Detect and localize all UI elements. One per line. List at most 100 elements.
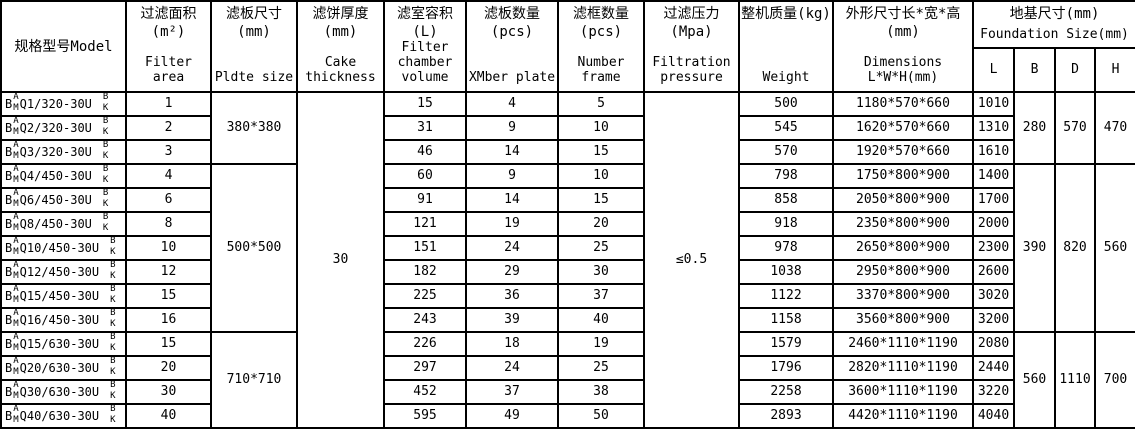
header-plate-size-en: Pldte size <box>214 70 294 86</box>
cell-plate-count: 37 <box>465 378 559 405</box>
cell-model: B A M Q8/450-30U B K <box>0 210 127 237</box>
cell-dimensions: 3600*1110*1190 <box>832 378 974 405</box>
cell-filter-area: 4 <box>125 162 212 189</box>
cell-chamber-volume: 297 <box>383 354 467 381</box>
cell-dimensions: 2350*800*900 <box>832 210 974 237</box>
header-plate-count-zh: 滤板数量(pcs) <box>484 6 540 40</box>
cell-filter-area: 20 <box>125 354 212 381</box>
header-filter-area-zh: 过滤面积(m²) <box>140 6 197 40</box>
cell-weight: 978 <box>738 234 834 261</box>
cell-chamber-volume: 60 <box>383 162 467 189</box>
model-code: Q15/630-30U <box>19 336 100 351</box>
cell-chamber-volume: 151 <box>383 234 467 261</box>
cell-weight: 1038 <box>738 258 834 285</box>
cell-foundation-h: 470 <box>1093 90 1135 165</box>
model-code: Q30/630-30U <box>19 384 100 399</box>
table-header: 规格型号Model 过滤面积(m²) Filter area 滤板尺寸(mm) … <box>0 0 1135 93</box>
table-row: B A M Q30/630-30U B K 30 452 37 38 2258 3600*1110*1… <box>0 378 1135 405</box>
model-prefix: B <box>5 192 13 207</box>
cell-chamber-volume: 452 <box>383 378 467 405</box>
cell-chamber-volume: 243 <box>383 306 467 333</box>
cell-model: B A M Q40/630-30U B K <box>0 402 127 429</box>
table-body: B A M Q1/320-30U B K 1 380*380 30 15 4 5 ≤0.5 500 1180… <box>0 90 1135 429</box>
table-row: B A M Q12/450-30U B K 12 182 29 30 1038 2950*800*90… <box>0 258 1135 285</box>
header-dimensions-zh: 外形尺寸长*宽*高(mm) <box>845 6 961 40</box>
header-dimensions-en: Dimensions L*W*H(mm) <box>863 55 943 86</box>
cell-plate-count: 49 <box>465 402 559 429</box>
cell-filtration-pressure: ≤0.5 <box>643 90 740 429</box>
cell-filter-area: 3 <box>125 138 212 165</box>
cell-model: B A M Q4/450-30U B K <box>0 162 127 189</box>
cell-weight: 1796 <box>738 354 834 381</box>
cell-dimensions: 3560*800*900 <box>832 306 974 333</box>
header-dimensions: 外形尺寸长*宽*高(mm) Dimensions L*W*H(mm) <box>832 0 974 93</box>
header-frame-count-en: Number frame <box>577 55 625 86</box>
cell-chamber-volume: 595 <box>383 402 467 429</box>
model-prefix: B <box>5 336 13 351</box>
model-prefix: B <box>5 312 13 327</box>
cell-model: B A M Q12/450-30U B K <box>0 258 127 285</box>
table-row: B A M Q40/630-30U B K 40 595 49 50 2893 4420*1110*1… <box>0 402 1135 429</box>
header-row-2: L B D H <box>1 46 1135 93</box>
table-row: B A M Q15/630-30U B K 15 710*710 226 18 19 1579 2460… <box>0 330 1135 429</box>
table-row: B A M Q16/450-30U B K 16 243 39 40 1158 3560*800*90… <box>0 306 1135 333</box>
model-code: Q10/450-30U <box>19 240 100 255</box>
table-row: B A M Q10/450-30U B K 10 151 24 25 978 2650*800*900… <box>0 234 1135 261</box>
cell-model: B A M Q20/630-30U B K <box>0 354 127 381</box>
cell-plate-size: 710*710 <box>210 330 298 429</box>
model-prefix: B <box>5 240 13 255</box>
cell-plate-count: 24 <box>465 354 559 381</box>
cell-filter-area: 12 <box>125 258 212 285</box>
cell-plate-count: 9 <box>465 162 559 189</box>
cell-frame-count: 50 <box>557 402 645 429</box>
cell-chamber-volume: 91 <box>383 186 467 213</box>
cell-weight: 2893 <box>738 402 834 429</box>
cell-model: B A M Q15/630-30U B K <box>0 330 127 357</box>
header-weight-en: Weight <box>762 70 810 86</box>
cell-chamber-volume: 31 <box>383 114 467 141</box>
cell-frame-count: 10 <box>557 114 645 141</box>
cell-dimensions: 1750*800*900 <box>832 162 974 189</box>
header-chamber-volume-zh: 滤室容积(L) <box>397 6 453 40</box>
cell-foundation-l: 1310 <box>972 114 1015 141</box>
header-plate-size-zh: 滤板尺寸(mm) <box>226 6 282 40</box>
cell-weight: 2258 <box>738 378 834 405</box>
cell-filter-area: 10 <box>125 234 212 261</box>
cell-model: B A M Q3/320-30U B K <box>0 138 127 165</box>
cell-weight: 1122 <box>738 282 834 309</box>
header-plate-size: 滤板尺寸(mm) Pldte size <box>210 0 298 93</box>
model-code: Q8/450-30U <box>19 216 92 231</box>
header-pressure: 过滤压力(Mpa) Filtration pressure <box>643 0 740 93</box>
cell-frame-count: 15 <box>557 186 645 213</box>
cell-chamber-volume: 15 <box>383 90 467 117</box>
cell-foundation-h: 700 <box>1093 330 1135 429</box>
cell-dimensions: 2650*800*900 <box>832 234 974 261</box>
header-frame-count: 滤框数量(pcs) Number frame <box>557 0 645 93</box>
model-code: Q1/320-30U <box>19 96 92 111</box>
cell-dimensions: 2820*1110*1190 <box>832 354 974 381</box>
cell-foundation-l: 1700 <box>972 186 1015 213</box>
cell-filter-area: 8 <box>125 210 212 237</box>
cell-foundation-l: 2300 <box>972 234 1015 261</box>
cell-plate-size: 380*380 <box>210 90 298 165</box>
cell-weight: 545 <box>738 114 834 141</box>
cell-plate-count: 29 <box>465 258 559 285</box>
header-filter-area-en: Filter area <box>145 55 192 86</box>
model-code: Q3/320-30U <box>19 144 92 159</box>
cell-foundation-d: 570 <box>1054 90 1096 165</box>
cell-foundation-l: 3020 <box>972 282 1015 309</box>
cell-dimensions: 1180*570*660 <box>832 90 974 117</box>
cell-chamber-volume: 225 <box>383 282 467 309</box>
